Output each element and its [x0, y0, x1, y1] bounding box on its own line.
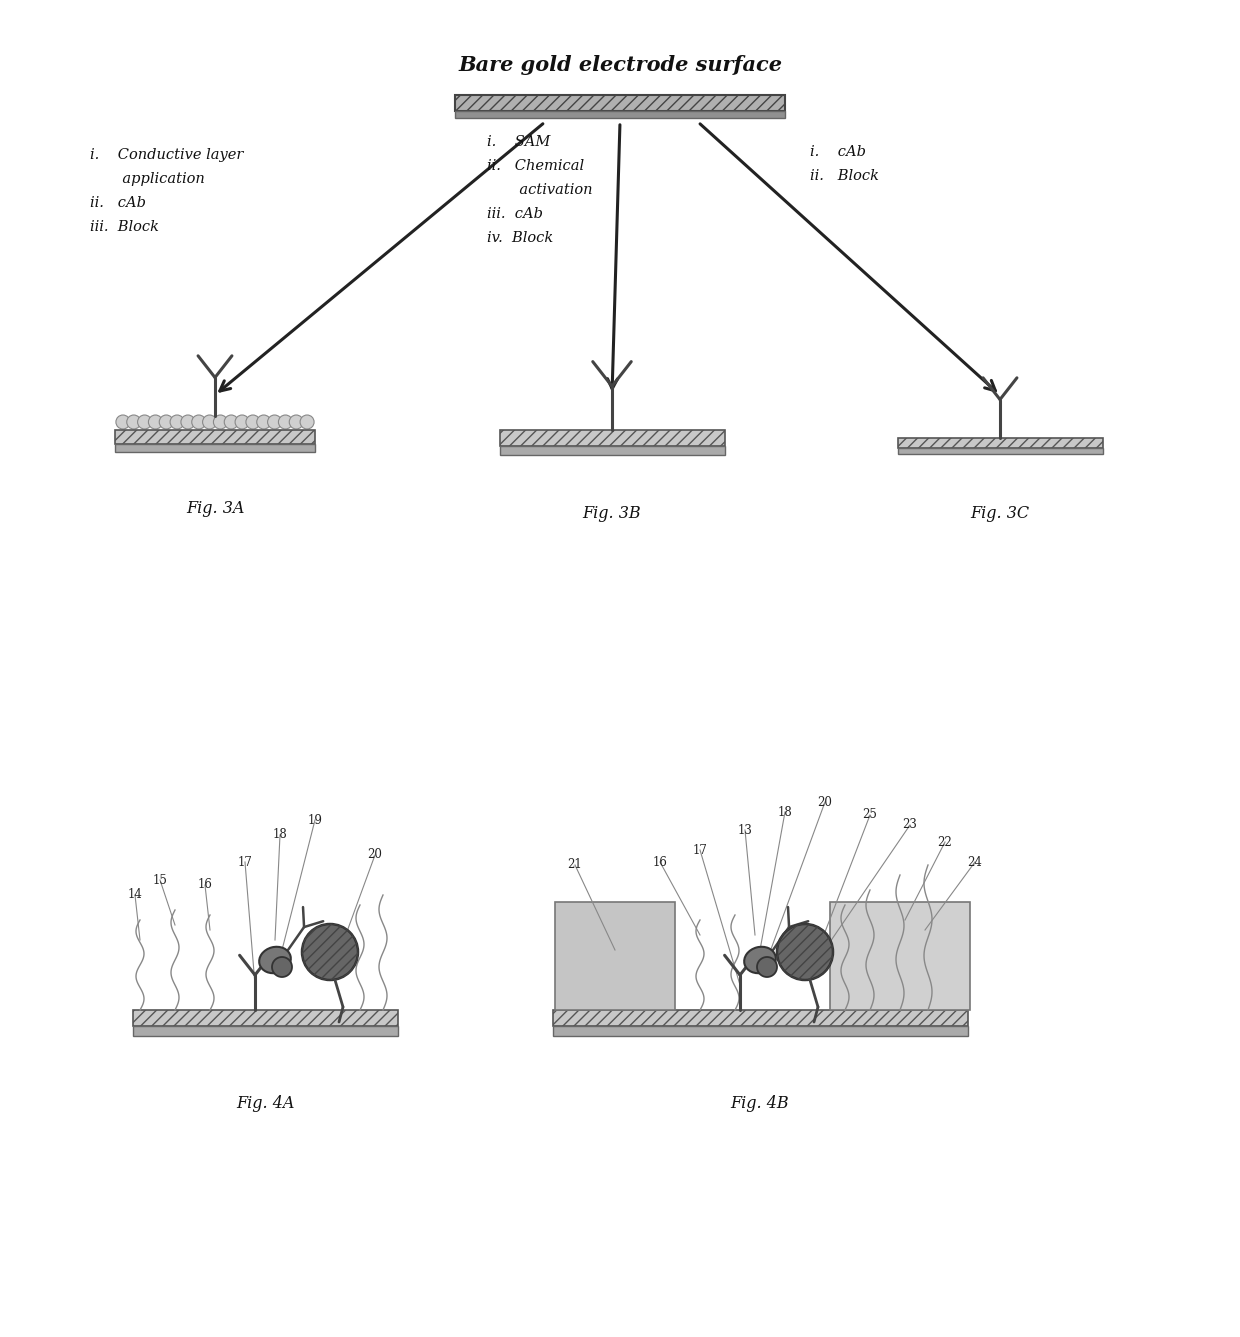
Circle shape: [192, 414, 206, 429]
Text: 24: 24: [967, 856, 982, 869]
Bar: [500, 447, 724, 455]
Text: 23: 23: [903, 818, 918, 832]
Text: 17: 17: [238, 856, 253, 869]
Circle shape: [756, 957, 777, 977]
Text: Fig. 3A: Fig. 3A: [186, 500, 244, 517]
Bar: [500, 431, 724, 447]
Text: 18: 18: [273, 829, 288, 841]
Circle shape: [236, 414, 249, 429]
Bar: [455, 111, 785, 118]
Text: i.    cAb
ii.   Block: i. cAb ii. Block: [810, 144, 879, 183]
Bar: [556, 902, 675, 1009]
Circle shape: [777, 924, 833, 980]
Text: 19: 19: [308, 813, 322, 826]
Bar: [455, 95, 785, 111]
Bar: [115, 431, 315, 444]
Circle shape: [303, 924, 358, 980]
Bar: [898, 448, 1102, 455]
Text: i.    Conductive layer
       application
ii.   cAb
iii.  Block: i. Conductive layer application ii. cAb …: [91, 148, 243, 234]
Circle shape: [126, 414, 141, 429]
Circle shape: [257, 414, 270, 429]
Text: Fig. 4B: Fig. 4B: [730, 1095, 790, 1112]
Text: 13: 13: [738, 824, 753, 837]
Text: 20: 20: [367, 849, 382, 861]
Circle shape: [202, 414, 217, 429]
Text: 20: 20: [817, 796, 832, 809]
Text: 22: 22: [937, 836, 952, 849]
Circle shape: [138, 414, 151, 429]
Bar: [898, 439, 1102, 448]
Text: 17: 17: [693, 844, 708, 857]
Circle shape: [246, 414, 260, 429]
Text: 16: 16: [652, 856, 667, 869]
Text: 21: 21: [568, 858, 583, 872]
Text: 14: 14: [128, 889, 143, 901]
Bar: [133, 1009, 398, 1025]
Ellipse shape: [744, 947, 776, 973]
Text: Fig. 3C: Fig. 3C: [971, 505, 1029, 521]
Circle shape: [115, 414, 130, 429]
Circle shape: [300, 414, 314, 429]
Circle shape: [279, 414, 293, 429]
Text: Fig. 3B: Fig. 3B: [583, 505, 641, 521]
Bar: [115, 444, 315, 452]
Text: 25: 25: [863, 809, 878, 821]
Circle shape: [181, 414, 195, 429]
Circle shape: [289, 414, 304, 429]
Circle shape: [272, 957, 291, 977]
Text: 15: 15: [153, 873, 167, 886]
Circle shape: [224, 414, 238, 429]
Bar: [553, 1025, 967, 1036]
Text: 18: 18: [777, 805, 792, 818]
Bar: [830, 902, 970, 1009]
Ellipse shape: [259, 947, 291, 973]
Circle shape: [268, 414, 281, 429]
Text: Bare gold electrode surface: Bare gold electrode surface: [458, 55, 782, 75]
Circle shape: [149, 414, 162, 429]
Bar: [553, 1009, 967, 1025]
Text: i.    SAM
ii.   Chemical
       activation
iii.  cAb
iv.  Block: i. SAM ii. Chemical activation iii. cAb …: [487, 135, 593, 245]
Circle shape: [213, 414, 227, 429]
Circle shape: [159, 414, 174, 429]
Text: 16: 16: [197, 878, 212, 892]
Bar: [133, 1025, 398, 1036]
Text: Fig. 4A: Fig. 4A: [236, 1095, 294, 1112]
Circle shape: [170, 414, 184, 429]
